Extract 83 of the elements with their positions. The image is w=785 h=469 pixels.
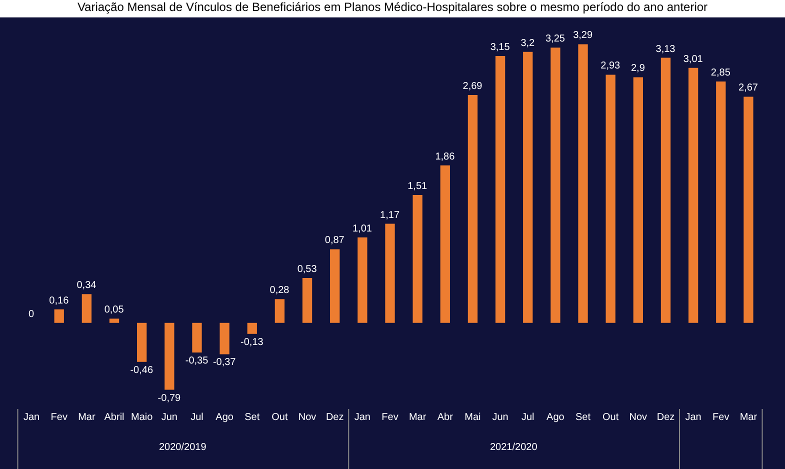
data-label: -0,79 [158,392,182,404]
x-tick-label: Jun [161,412,178,423]
bar [54,309,64,323]
data-label: -0,35 [185,356,209,367]
bar [164,322,174,390]
data-label: -0,13 [240,336,264,348]
bar [660,58,671,323]
x-tick-label: Dez [326,412,344,423]
bar [330,249,340,323]
x-tick-label: Ago [216,412,234,423]
bar [274,299,285,323]
x-tick-label: Nov [298,412,316,423]
x-tick-label: Set [244,412,260,423]
data-label: 0,05 [104,304,124,316]
data-label: 2,67 [738,82,758,94]
bar [440,165,450,323]
bar [302,278,312,323]
data-label: 3,25 [545,34,566,45]
data-label: 0,34 [76,280,97,292]
x-tick-label: Out [272,412,288,423]
data-label: 0,87 [324,235,345,246]
data-label: 3,13 [656,44,676,55]
bar [578,44,588,323]
x-tick-label: Mai [464,412,481,423]
bar [633,77,643,323]
data-label: 1,86 [435,151,456,162]
x-tick-label: Fev [382,412,398,423]
x-tick-label: Maio [130,412,154,423]
x-tick-label: Mar [740,412,758,423]
x-tick-label: Abr [437,412,454,423]
x-tick-label: Jan [23,412,40,423]
bar [688,68,698,323]
x-tick-label: Jun [492,412,508,423]
bar [220,322,230,354]
x-tick-label: Fev [712,412,730,423]
bar [192,322,202,353]
data-label: 2,85 [710,67,731,78]
data-label: 1,17 [380,210,400,221]
data-label: -0,46 [130,364,154,376]
x-tick-label: Mar [78,412,96,423]
x-tick-label: Out [602,412,619,423]
bar [385,224,395,323]
text: 2021/2020 [490,442,538,453]
bar [523,52,533,323]
bar [109,318,120,323]
x-tick-label: Ago [546,412,565,423]
data-label: 3,01 [683,54,704,65]
bar [137,322,147,362]
x-tick-label: Jan [685,412,702,423]
x-tick-label: Jul [190,412,204,423]
bar [495,56,506,323]
data-label: 1,51 [408,180,428,192]
x-tick-label: Nov [629,412,648,423]
x-tick-label: Fev [50,412,68,423]
x-tick-label: Jul [521,412,534,423]
bar [606,74,616,323]
x-tick-label: Set [576,412,591,423]
data-label: 2,93 [600,60,621,72]
bar [468,95,478,323]
chart-title: Variação Mensal de Vínculos de Beneficiários em Planos Médico-Hospitalares sobre o mesmo período do ano anterior [77,0,708,14]
data-label: 2,69 [462,81,483,92]
x-tick-label: Abril [104,412,124,423]
text: 2020/2019 [159,442,207,453]
data-label: 0,53 [297,264,318,275]
data-label: 0,16 [49,295,70,306]
x-tick-label: Jan [354,412,370,423]
x-tick-label: Dez [656,412,675,423]
bar [247,322,257,334]
bar [550,48,560,323]
bar [412,194,422,323]
data-label: 2,9 [630,63,646,74]
data-label: 3,2 [520,38,536,49]
bar [716,81,726,323]
data-label: 0 [28,308,35,320]
bar [82,294,92,323]
bar [358,237,368,323]
data-label: 0,28 [270,285,290,296]
bar [744,96,754,323]
data-label: 1,01 [352,223,372,234]
x-tick-label: Mar [408,412,427,423]
data-label: 3,29 [573,30,593,42]
data-label: -0,37 [212,357,236,368]
data-label: 3,15 [490,42,510,54]
